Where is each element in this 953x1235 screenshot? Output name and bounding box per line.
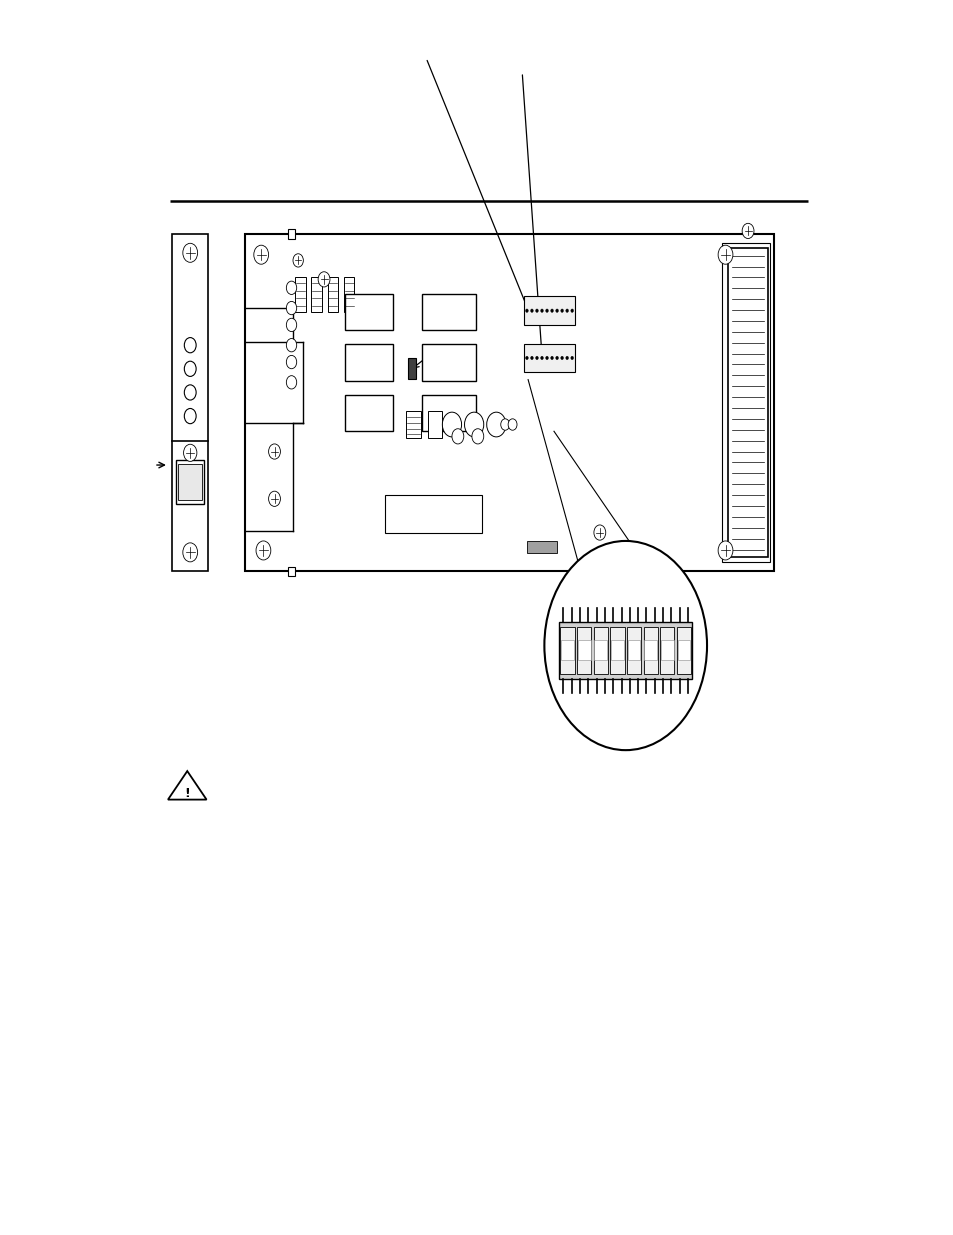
Circle shape (550, 356, 553, 359)
Circle shape (535, 356, 537, 359)
Bar (660, 640, 673, 659)
Bar (407, 358, 416, 379)
Bar (659, 626, 674, 674)
Bar (527, 541, 557, 553)
Circle shape (570, 356, 573, 359)
Bar (643, 626, 658, 674)
Bar (422, 345, 476, 380)
Bar (643, 640, 657, 659)
Circle shape (317, 272, 330, 287)
Circle shape (525, 309, 528, 312)
Circle shape (184, 409, 196, 424)
Bar (288, 567, 294, 576)
Bar (422, 395, 476, 431)
Bar (577, 626, 591, 674)
Circle shape (718, 541, 732, 559)
Circle shape (530, 356, 533, 359)
Bar (524, 343, 574, 372)
Bar (676, 626, 690, 674)
Bar (627, 640, 639, 659)
Bar (594, 640, 606, 659)
Circle shape (545, 356, 548, 359)
Circle shape (293, 253, 303, 267)
Circle shape (545, 309, 548, 312)
Circle shape (464, 412, 483, 437)
Circle shape (718, 246, 732, 264)
Circle shape (286, 301, 296, 315)
Circle shape (286, 282, 296, 294)
Bar (311, 278, 321, 311)
Text: !: ! (184, 787, 190, 800)
Bar (344, 345, 393, 380)
Circle shape (255, 541, 271, 559)
Bar (288, 228, 294, 238)
Circle shape (508, 419, 517, 430)
Circle shape (550, 309, 553, 312)
Bar (593, 626, 607, 674)
Polygon shape (168, 771, 207, 799)
Circle shape (184, 361, 196, 377)
Circle shape (560, 309, 563, 312)
Circle shape (184, 337, 196, 353)
Bar (721, 243, 769, 562)
Circle shape (472, 429, 483, 443)
Bar (578, 640, 590, 659)
Bar (344, 278, 354, 311)
Bar (344, 294, 393, 330)
Bar (677, 640, 690, 659)
Circle shape (269, 492, 280, 506)
Circle shape (594, 525, 605, 540)
Circle shape (184, 385, 196, 400)
Bar (610, 640, 623, 659)
Circle shape (183, 445, 196, 462)
Circle shape (560, 356, 563, 359)
Circle shape (286, 356, 296, 369)
Circle shape (183, 543, 197, 562)
Circle shape (486, 412, 505, 437)
Circle shape (525, 356, 528, 359)
Bar (422, 294, 476, 330)
Circle shape (535, 309, 537, 312)
Circle shape (286, 319, 296, 331)
Circle shape (565, 309, 568, 312)
Bar (558, 621, 692, 679)
Bar (344, 395, 393, 431)
Circle shape (452, 429, 463, 443)
Circle shape (269, 443, 280, 459)
Bar (610, 626, 624, 674)
Bar (178, 464, 202, 500)
Bar (328, 278, 337, 311)
Circle shape (556, 356, 558, 359)
Circle shape (540, 309, 543, 312)
Circle shape (442, 412, 461, 437)
Bar (727, 248, 767, 557)
Bar (172, 233, 208, 572)
Circle shape (565, 356, 568, 359)
Bar (559, 626, 574, 674)
Bar (245, 233, 773, 572)
Circle shape (286, 338, 296, 352)
Bar (176, 459, 204, 504)
Circle shape (530, 309, 533, 312)
Bar (406, 411, 420, 438)
Circle shape (544, 541, 706, 750)
Circle shape (286, 375, 296, 389)
Bar (294, 278, 305, 311)
Bar (428, 411, 441, 438)
Circle shape (253, 246, 269, 264)
Circle shape (556, 309, 558, 312)
Bar (626, 626, 640, 674)
Bar (524, 296, 574, 325)
Circle shape (741, 224, 753, 238)
Bar (385, 494, 481, 532)
Circle shape (570, 309, 573, 312)
Circle shape (500, 419, 509, 430)
Circle shape (540, 356, 543, 359)
Bar (560, 640, 574, 659)
Circle shape (183, 243, 197, 262)
